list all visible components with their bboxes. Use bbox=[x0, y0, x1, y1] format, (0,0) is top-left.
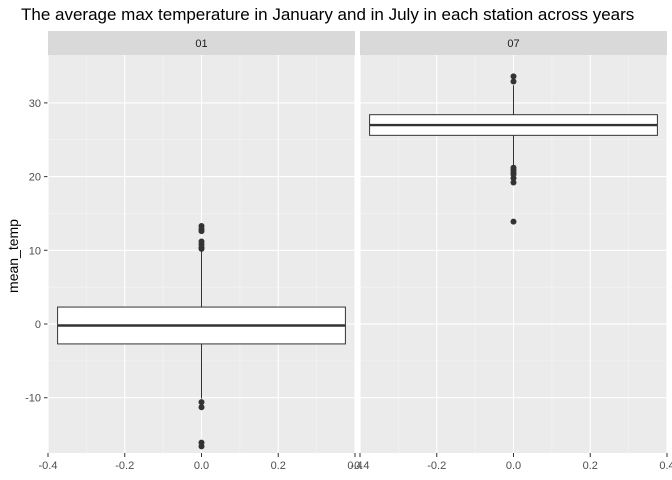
x-tick-label: 0.4 bbox=[347, 460, 362, 472]
outlier-point bbox=[510, 73, 517, 80]
x-tick-label: -0.2 bbox=[427, 460, 446, 472]
x-tick-label: 0.2 bbox=[583, 460, 598, 472]
facet-strip bbox=[48, 31, 355, 55]
x-tick-label: -0.2 bbox=[115, 460, 134, 472]
y-tick-label: 30 bbox=[29, 98, 41, 110]
outlier-point bbox=[198, 399, 205, 406]
facet-strip-label: 01 bbox=[195, 38, 207, 50]
chart-title: The average max temperature in January a… bbox=[21, 5, 634, 24]
y-tick-label: 10 bbox=[29, 245, 41, 257]
facet-panel-01: 01 -0.4 -0.2 0.0 0.2 0.4 bbox=[39, 31, 363, 472]
x-tick-label: 0.0 bbox=[194, 460, 209, 472]
facet-strip-label: 07 bbox=[507, 38, 519, 50]
facet-strip bbox=[360, 31, 667, 55]
x-tick-label: -0.4 bbox=[39, 460, 58, 472]
outlier-point bbox=[198, 404, 205, 411]
y-axis-title: mean_temp bbox=[5, 219, 21, 293]
y-tick-label: 0 bbox=[35, 319, 41, 331]
outlier-point bbox=[510, 78, 517, 85]
outlier-point bbox=[198, 443, 205, 450]
y-tick-label: 20 bbox=[29, 172, 41, 184]
x-tick-label: 0.2 bbox=[271, 460, 286, 472]
y-tick-label: -10 bbox=[25, 393, 41, 405]
x-tick-label: 0.0 bbox=[506, 460, 521, 472]
outlier-point bbox=[510, 218, 517, 225]
outlier-point bbox=[198, 228, 205, 235]
outlier-point bbox=[510, 179, 517, 186]
x-tick-label: 0.4 bbox=[659, 460, 672, 472]
outlier-point bbox=[198, 245, 205, 252]
x-tick-label: -0.4 bbox=[351, 460, 370, 472]
facet-panel-07: 07 -0.4 -0.2 0.0 0.2 0.4 bbox=[351, 31, 672, 472]
outlier-point bbox=[510, 175, 517, 182]
